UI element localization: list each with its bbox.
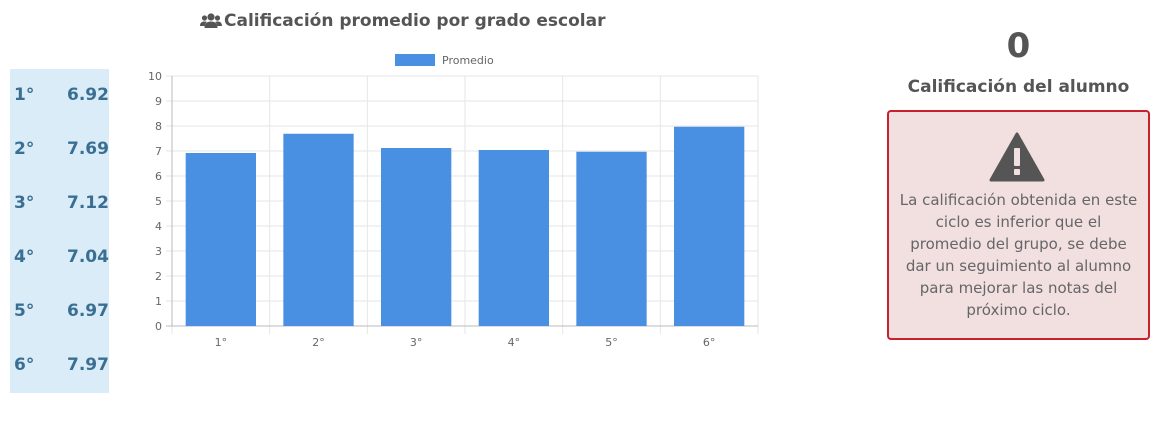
grade-average: 6.92 [67, 85, 109, 105]
bar [576, 151, 647, 326]
averages-row: 6° 7.97 [10, 350, 109, 380]
averages-row: 4° 7.04 [10, 242, 109, 272]
warning-icon [989, 132, 1045, 182]
grade-label: 6° [14, 355, 35, 375]
x-tick-label: 4° [508, 336, 521, 349]
x-tick-label: 1° [215, 336, 228, 349]
bar [674, 126, 745, 326]
averages-row: 1° 6.92 [10, 80, 109, 110]
alert-message: La calificación obtenida en este ciclo e… [899, 191, 1138, 319]
bar [478, 150, 549, 326]
bar [185, 153, 256, 326]
student-score: 0 [1006, 26, 1031, 66]
users-icon [200, 13, 222, 28]
grade-label: 1° [14, 85, 35, 105]
y-tick-label: 7 [155, 145, 162, 158]
grade-average: 7.12 [67, 193, 109, 213]
legend-swatch [395, 54, 435, 66]
grade-average: 6.97 [67, 301, 109, 321]
student-score-label: Calificación del alumno [907, 77, 1130, 97]
averages-row: 2° 7.69 [10, 134, 109, 164]
grade-average: 7.04 [67, 247, 109, 267]
y-tick-label: 2 [155, 270, 162, 283]
x-tick-label: 5° [605, 336, 618, 349]
y-tick-label: 0 [155, 320, 162, 333]
warning-alert: La calificación obtenida en este ciclo e… [887, 110, 1150, 340]
bar-chart: 0 1 2 3 4 5 6 7 8 9 10 1° 2° 3° 4° 5° 6° Promedio [148, 54, 759, 349]
y-tick-label: 4 [155, 220, 162, 233]
grade-label: 4° [14, 247, 35, 267]
x-tick-label: 2° [312, 336, 325, 349]
averages-row: 3° 7.12 [10, 188, 109, 218]
x-tick-label: 6° [703, 336, 716, 349]
grade-label: 3° [14, 193, 35, 213]
y-tick-label: 6 [155, 170, 162, 183]
y-tick-label: 5 [155, 195, 162, 208]
grade-average: 7.69 [67, 139, 109, 159]
y-tick-label: 9 [155, 95, 162, 108]
grade-average: 7.97 [67, 355, 109, 375]
x-tick-label: 3° [410, 336, 423, 349]
averages-row: 5° 6.97 [10, 296, 109, 326]
y-tick-label: 3 [155, 245, 162, 258]
grade-label: 2° [14, 139, 35, 159]
chart-title: Calificación promedio por grado escolar [200, 9, 605, 33]
bar [283, 133, 354, 326]
legend-label: Promedio [442, 54, 494, 67]
bar [381, 148, 452, 326]
chart-title-text: Calificación promedio por grado escolar [224, 11, 606, 31]
grade-label: 5° [14, 301, 35, 321]
y-tick-label: 10 [148, 70, 162, 83]
averages-table: 1° 6.92 2° 7.69 3° 7.12 4° 7.04 5° 6.97 … [10, 69, 109, 393]
y-tick-label: 8 [155, 120, 162, 133]
y-tick-label: 1 [155, 295, 162, 308]
